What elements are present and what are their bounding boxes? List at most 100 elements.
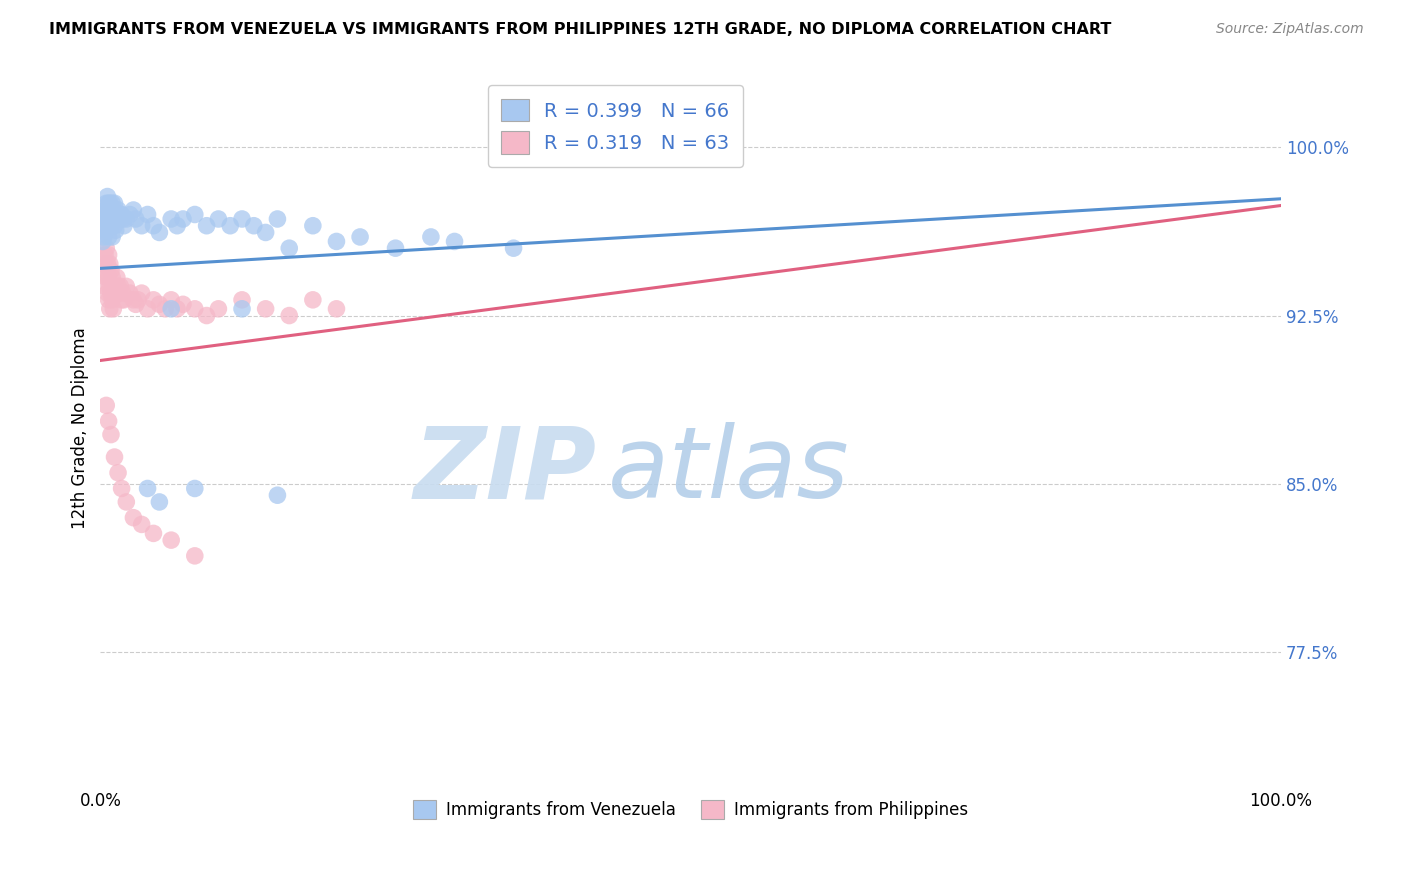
Point bbox=[101, 293, 124, 307]
Point bbox=[502, 241, 524, 255]
Point bbox=[94, 248, 117, 262]
Point bbox=[302, 219, 325, 233]
Point bbox=[131, 517, 153, 532]
Point bbox=[122, 202, 145, 217]
Point bbox=[115, 212, 138, 227]
Point bbox=[103, 450, 125, 464]
Point bbox=[91, 257, 114, 271]
Point bbox=[97, 293, 120, 307]
Point bbox=[97, 196, 120, 211]
Point bbox=[172, 297, 194, 311]
Point bbox=[278, 309, 301, 323]
Point bbox=[266, 488, 288, 502]
Text: IMMIGRANTS FROM VENEZUELA VS IMMIGRANTS FROM PHILIPPINES 12TH GRADE, NO DIPLOMA : IMMIGRANTS FROM VENEZUELA VS IMMIGRANTS … bbox=[49, 22, 1112, 37]
Point bbox=[231, 301, 253, 316]
Point bbox=[302, 293, 325, 307]
Point bbox=[104, 286, 127, 301]
Point bbox=[100, 263, 122, 277]
Point bbox=[111, 286, 134, 301]
Point bbox=[96, 202, 118, 217]
Point bbox=[118, 207, 141, 221]
Point bbox=[207, 212, 229, 227]
Point bbox=[125, 297, 148, 311]
Point bbox=[96, 189, 118, 203]
Point bbox=[254, 301, 277, 316]
Point bbox=[160, 301, 183, 316]
Point bbox=[172, 212, 194, 227]
Point bbox=[184, 301, 207, 316]
Point bbox=[155, 301, 177, 316]
Point bbox=[96, 286, 118, 301]
Text: Source: ZipAtlas.com: Source: ZipAtlas.com bbox=[1216, 22, 1364, 37]
Point bbox=[94, 279, 117, 293]
Point bbox=[160, 293, 183, 307]
Point bbox=[96, 207, 118, 221]
Point bbox=[443, 235, 465, 249]
Point bbox=[115, 279, 138, 293]
Point bbox=[93, 212, 115, 227]
Point bbox=[278, 241, 301, 255]
Point bbox=[104, 207, 127, 221]
Point bbox=[91, 235, 114, 249]
Point bbox=[105, 212, 128, 227]
Point bbox=[148, 297, 170, 311]
Point bbox=[93, 230, 115, 244]
Point bbox=[110, 207, 132, 221]
Point bbox=[207, 301, 229, 316]
Point bbox=[112, 219, 135, 233]
Point bbox=[266, 212, 288, 227]
Point bbox=[148, 226, 170, 240]
Point bbox=[103, 279, 125, 293]
Point bbox=[184, 482, 207, 496]
Point bbox=[131, 219, 153, 233]
Point bbox=[111, 212, 134, 227]
Point bbox=[166, 301, 188, 316]
Point bbox=[136, 207, 159, 221]
Point bbox=[103, 279, 125, 293]
Text: atlas: atlas bbox=[607, 423, 849, 519]
Point bbox=[94, 202, 117, 217]
Point bbox=[98, 212, 121, 227]
Point bbox=[96, 219, 118, 233]
Point bbox=[419, 230, 441, 244]
Point bbox=[98, 257, 121, 271]
Point bbox=[105, 270, 128, 285]
Point bbox=[97, 248, 120, 262]
Point bbox=[136, 482, 159, 496]
Point bbox=[325, 235, 347, 249]
Point bbox=[107, 202, 129, 217]
Point bbox=[231, 293, 253, 307]
Point bbox=[107, 279, 129, 293]
Point bbox=[160, 212, 183, 227]
Point bbox=[96, 257, 118, 271]
Point bbox=[110, 279, 132, 293]
Point bbox=[112, 293, 135, 307]
Point bbox=[100, 202, 122, 217]
Point bbox=[136, 301, 159, 316]
Point bbox=[100, 286, 122, 301]
Point bbox=[127, 293, 149, 307]
Y-axis label: 12th Grade, No Diploma: 12th Grade, No Diploma bbox=[72, 327, 89, 529]
Point bbox=[96, 223, 118, 237]
Point bbox=[122, 293, 145, 307]
Text: ZIP: ZIP bbox=[413, 423, 596, 519]
Point bbox=[148, 495, 170, 509]
Point bbox=[108, 286, 131, 301]
Point bbox=[110, 207, 132, 221]
Point bbox=[96, 241, 118, 255]
Point bbox=[131, 286, 153, 301]
Point bbox=[104, 223, 127, 237]
Point bbox=[97, 230, 120, 244]
Point bbox=[103, 207, 125, 221]
Point bbox=[100, 427, 122, 442]
Point bbox=[97, 212, 120, 227]
Point bbox=[110, 293, 132, 307]
Point bbox=[219, 219, 242, 233]
Point bbox=[103, 301, 125, 316]
Legend: Immigrants from Venezuela, Immigrants from Philippines: Immigrants from Venezuela, Immigrants fr… bbox=[406, 793, 976, 826]
Point bbox=[101, 270, 124, 285]
Point bbox=[349, 230, 371, 244]
Point bbox=[98, 196, 121, 211]
Point bbox=[103, 219, 125, 233]
Point bbox=[166, 219, 188, 233]
